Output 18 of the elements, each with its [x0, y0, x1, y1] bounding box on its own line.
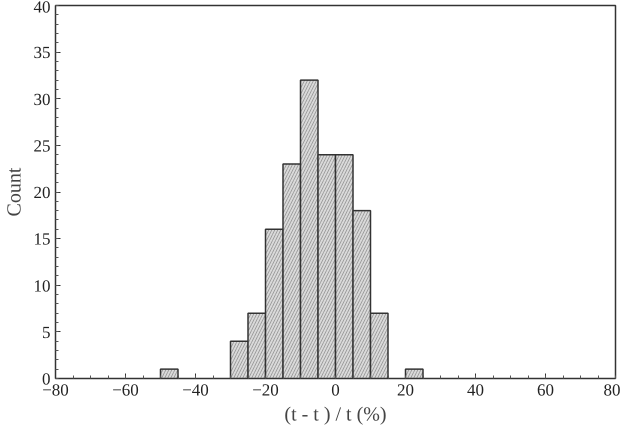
y-tick-label: 35 — [34, 43, 50, 62]
y-tick-label: 40 — [34, 0, 50, 16]
x-tick-label: 60 — [537, 380, 554, 400]
y-tick-label: 20 — [34, 183, 50, 202]
x-tick-label: 40 — [467, 380, 484, 400]
x-axis-title: (t - t ) / t (%) — [284, 404, 387, 426]
x-tick-label: −20 — [252, 380, 279, 400]
x-tick-label: 0 — [331, 380, 340, 400]
x-tick-label: −60 — [112, 380, 139, 400]
y-tick-label: 5 — [42, 322, 50, 342]
x-tick-label: 80 — [604, 380, 620, 400]
y-tick-label: 15 — [34, 230, 50, 249]
y-tick-label: 30 — [34, 90, 50, 109]
y-axis-title: Count — [4, 167, 26, 216]
x-tick-label: 20 — [397, 380, 414, 400]
x-tick-label: −40 — [182, 380, 209, 400]
y-tick-label: 10 — [34, 276, 50, 296]
y-tick-label: 25 — [34, 136, 50, 156]
